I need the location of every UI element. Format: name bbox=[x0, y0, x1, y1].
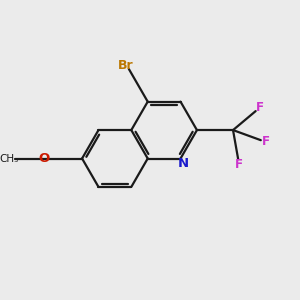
Text: CH₃: CH₃ bbox=[0, 154, 18, 164]
Text: F: F bbox=[235, 158, 243, 171]
Text: F: F bbox=[262, 135, 270, 148]
Text: F: F bbox=[256, 101, 264, 114]
Text: N: N bbox=[178, 158, 189, 170]
Text: Br: Br bbox=[118, 59, 134, 72]
Text: O: O bbox=[38, 152, 49, 165]
